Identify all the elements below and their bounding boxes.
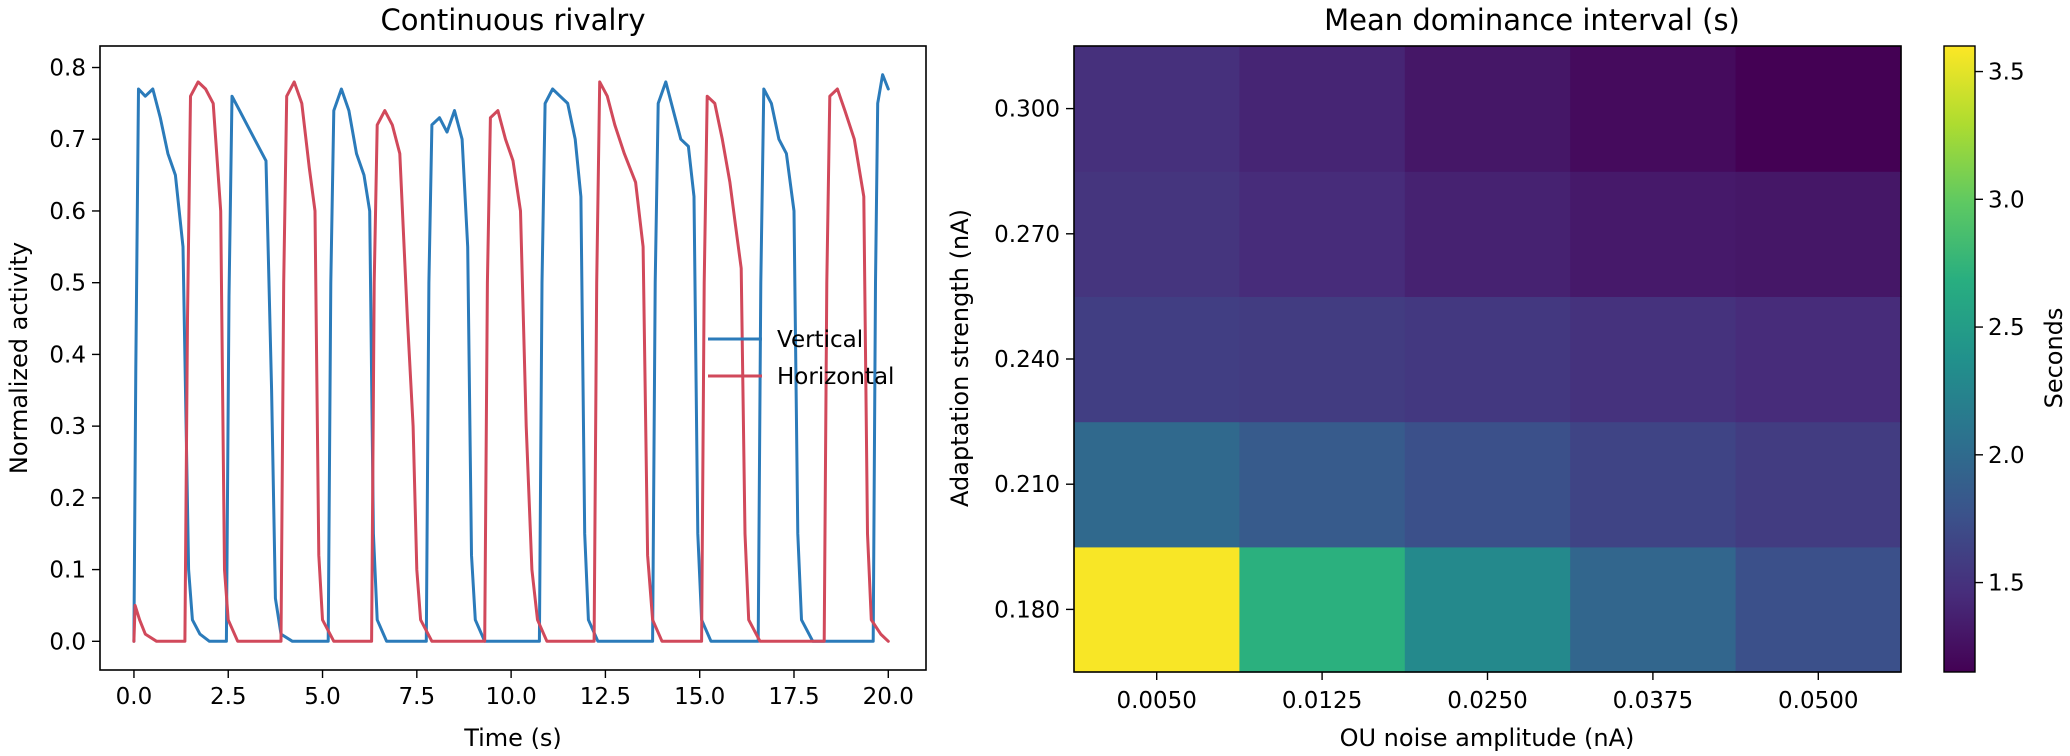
heatmap-cell <box>1735 546 1902 673</box>
heatmap-cell <box>1404 46 1571 172</box>
x-tick-label: 0.0375 <box>1613 688 1693 714</box>
heatmap-cell <box>1239 296 1406 423</box>
x-tick-label: 0.0125 <box>1282 688 1362 714</box>
x-tick-label: 2.5 <box>210 684 247 710</box>
y-tick-label: 0.240 <box>994 347 1060 373</box>
series-line-vertical <box>132 73 890 643</box>
heatmap-cell <box>1074 546 1240 673</box>
colorbar-tick-label: 2.0 <box>1988 443 2025 469</box>
heatmap-cell <box>1570 296 1737 423</box>
line-chart-title: Continuous rivalry <box>380 3 645 37</box>
heatmap-cell <box>1074 421 1240 548</box>
heatmap-cell <box>1735 421 1902 548</box>
colorbar-tick-label: 3.0 <box>1988 187 2025 213</box>
y-tick-label: 0.0 <box>49 629 86 655</box>
y-tick-label: 0.6 <box>49 199 86 225</box>
x-tick-label: 0.0 <box>116 684 153 710</box>
colorbar-tick-label: 1.5 <box>1988 571 2025 597</box>
heatmap-panel: Mean dominance interval (s) 0.0050 0.0125… <box>946 3 1902 752</box>
heatmap-cell <box>1404 421 1571 548</box>
y-tick-label: 0.8 <box>49 56 86 82</box>
legend-label-vertical: Vertical <box>777 327 863 353</box>
y-tick-label: 0.4 <box>49 342 86 368</box>
heatmap-cell <box>1239 546 1406 673</box>
heatmap-cell <box>1239 421 1406 548</box>
line-chart-ticks: 0.0 2.5 5.0 7.5 10.0 12.5 15.0 17.5 20.0 0.0 0.1 0.… <box>49 56 913 710</box>
line-chart-legend: Vertical Horizontal <box>708 327 894 390</box>
heatmap-ticks: 0.0050 0.0125 0.0250 0.0375 0.0500 0.180 0.210… <box>994 97 1858 714</box>
y-tick-label: 0.180 <box>994 597 1060 623</box>
y-tick-label: 0.270 <box>994 222 1060 248</box>
colorbar-gradient <box>1943 45 1976 673</box>
heatmap-cell <box>1404 296 1571 423</box>
heatmap-cell <box>1570 546 1737 673</box>
x-tick-label: 0.0250 <box>1447 688 1527 714</box>
series-line-horizontal <box>132 80 890 643</box>
x-tick-label: 12.5 <box>580 684 631 710</box>
y-tick-label: 0.3 <box>49 414 86 440</box>
x-tick-label: 0.0050 <box>1116 688 1196 714</box>
colorbar: 1.5 2.0 2.5 3.0 3.5 Seconds <box>1943 45 2068 673</box>
heatmap-cell <box>1074 296 1240 423</box>
heatmap-cell <box>1074 171 1240 297</box>
colorbar-tick-label: 3.5 <box>1988 60 2025 86</box>
line-chart-ylabel: Normalized activity <box>5 242 33 474</box>
y-tick-label: 0.7 <box>49 127 86 153</box>
heatmap-xlabel: OU noise amplitude (nA) <box>1340 724 1635 752</box>
line-chart-series <box>132 73 890 643</box>
heatmap-title: Mean dominance interval (s) <box>1324 3 1740 37</box>
heatmap-cell <box>1239 171 1406 297</box>
line-chart-panel: Continuous rivalry 0.0 2.5 5.0 7.5 10.0 12.5 1… <box>5 3 927 752</box>
y-tick-label: 0.2 <box>49 486 86 512</box>
colorbar-ticks: 1.5 2.0 2.5 3.0 3.5 <box>1975 60 2025 597</box>
heatmap-cell <box>1735 46 1902 172</box>
x-tick-label: 5.0 <box>304 684 341 710</box>
heatmap-frame <box>1073 45 1902 673</box>
heatmap-cell <box>1735 171 1902 297</box>
heatmap-cell <box>1735 296 1902 423</box>
heatmap-cell <box>1239 46 1406 172</box>
heatmap-cell <box>1570 421 1737 548</box>
x-tick-label: 7.5 <box>399 684 436 710</box>
legend-label-horizontal: Horizontal <box>777 364 894 390</box>
y-tick-label: 0.210 <box>994 472 1060 498</box>
y-tick-label: 0.1 <box>49 558 86 584</box>
x-tick-label: 20.0 <box>863 684 914 710</box>
heatmap-cell <box>1074 46 1240 172</box>
line-chart-frame <box>99 45 927 671</box>
colorbar-label: Seconds <box>2040 308 2068 409</box>
colorbar-tick-label: 2.5 <box>1988 315 2025 341</box>
y-tick-label: 0.300 <box>994 97 1060 123</box>
x-tick-label: 17.5 <box>768 684 819 710</box>
x-tick-label: 0.0500 <box>1778 688 1858 714</box>
heatmap-cell <box>1570 46 1737 172</box>
x-tick-label: 15.0 <box>674 684 725 710</box>
line-chart-xlabel: Time (s) <box>463 724 562 752</box>
heatmap-ylabel: Adaptation strength (nA) <box>946 209 974 507</box>
heatmap-cell <box>1404 171 1571 297</box>
heatmap-cell <box>1570 171 1737 297</box>
heatmap-cell <box>1404 546 1571 673</box>
x-tick-label: 10.0 <box>486 684 537 710</box>
heatmap-cells <box>1074 46 1902 673</box>
y-tick-label: 0.5 <box>49 271 86 297</box>
